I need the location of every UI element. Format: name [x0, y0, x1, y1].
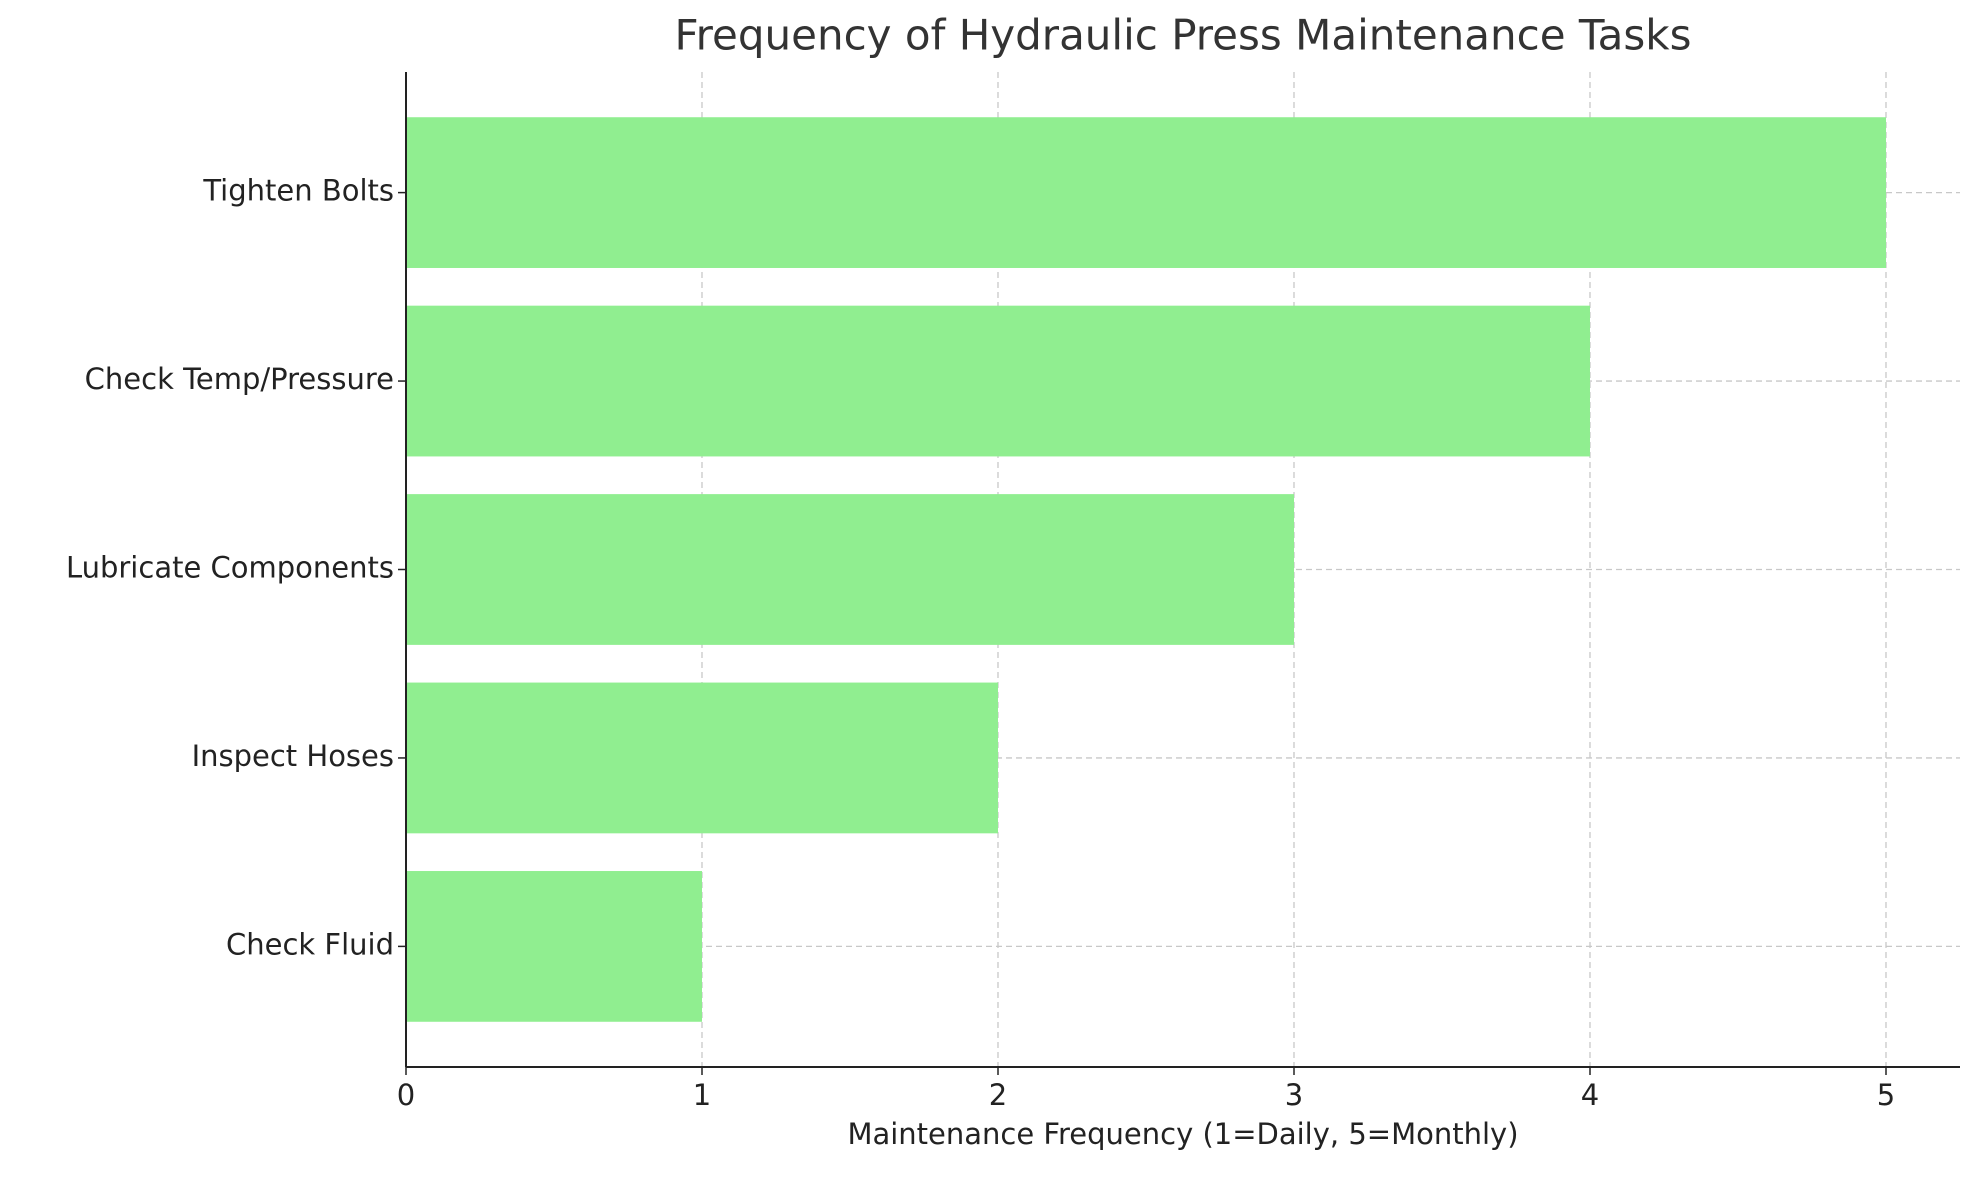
y-tick-label: Check Temp/Pressure: [85, 362, 394, 396]
x-tick-label: 5: [1877, 1078, 1895, 1112]
x-tick-label: 0: [397, 1078, 415, 1112]
x-tick-label: 4: [1581, 1078, 1599, 1112]
x-tick-label: 3: [1285, 1078, 1303, 1112]
bar: [406, 305, 1590, 457]
y-tick-label: Check Fluid: [226, 927, 394, 961]
y-tick-label: Tighten Bolts: [202, 174, 394, 208]
bar: [406, 682, 998, 834]
x-tick-label: 2: [989, 1078, 1007, 1112]
chart-title: Frequency of Hydraulic Press Maintenance…: [675, 11, 1692, 60]
x-axis-label: Maintenance Frequency (1=Daily, 5=Monthl…: [847, 1117, 1518, 1151]
bar: [406, 494, 1294, 645]
x-tick-label: 1: [693, 1078, 711, 1112]
y-tick-label: Lubricate Components: [66, 551, 394, 585]
bar: [406, 117, 1886, 268]
y-tick-label: Inspect Hoses: [192, 739, 394, 773]
bar: [406, 871, 702, 1022]
